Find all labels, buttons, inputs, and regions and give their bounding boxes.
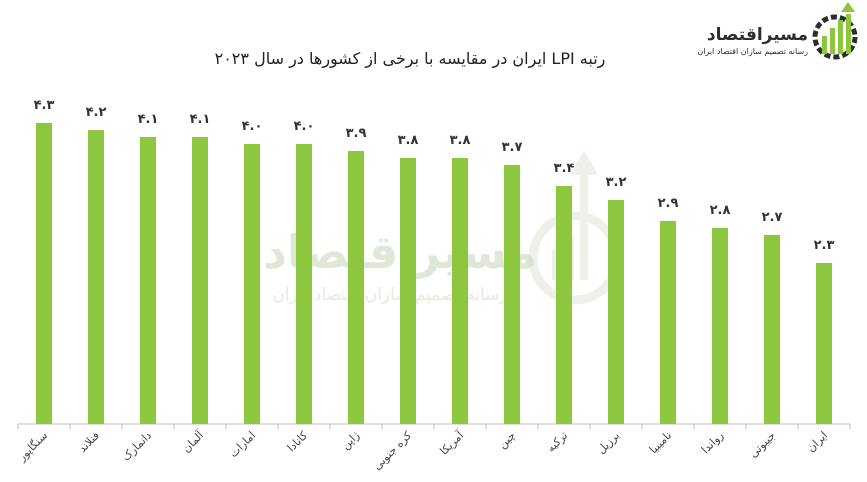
bar: [764, 235, 780, 424]
value-label: ۴.۰: [242, 119, 263, 134]
category-label: ژاپن: [339, 429, 362, 452]
category-label: امارات: [227, 429, 258, 460]
category-label: ترکیه: [544, 429, 570, 455]
value-label: ۳.۲: [606, 175, 627, 190]
bar: [88, 130, 104, 424]
bar: [296, 144, 312, 424]
category-label: فنلاند: [76, 429, 102, 455]
value-label: ۳.۸: [398, 133, 419, 148]
category-label: آلمان: [179, 428, 207, 456]
value-label: ۳.۷: [502, 140, 523, 155]
category-label: برزیل: [595, 429, 622, 456]
category-label: جیبوتی: [747, 429, 778, 460]
bar: [36, 123, 52, 424]
bar: [556, 186, 572, 424]
x-axis-ticks: [17, 424, 851, 429]
value-label: ۳.۹: [346, 126, 367, 141]
bar: [504, 165, 520, 424]
bar: [660, 221, 676, 424]
value-label: ۴.۳: [34, 98, 55, 113]
bar: [712, 228, 728, 424]
chart-title: رتبه LPI ایران در مقایسه با برخی از کشور…: [215, 49, 606, 69]
bar: [348, 151, 364, 424]
bar: [140, 137, 156, 424]
value-label: ۲.۹: [658, 196, 679, 211]
value-labels-group: ۴.۳ ۴.۲ ۴.۱ ۴.۱ ۴.۰ ۴.۰ ۳.۹ ۳.۸ ۳.۸ ۳.۷ ۳.۴ ۳.۲ ۲.۹ ۲…: [34, 98, 835, 253]
gear-chart-icon: [812, 2, 858, 60]
bar: [816, 263, 832, 424]
bar: [244, 144, 260, 424]
brand-logo: مسیراقتصاد رسانه تصمیم سازان اقتصاد ایرا…: [697, 2, 858, 60]
bar: [608, 200, 624, 424]
logo-name: مسیراقتصاد: [707, 25, 808, 45]
category-label: سنگاپور: [15, 429, 50, 464]
watermark-tagline: رسانه تصمیم سازان اقتصاد ایران: [272, 285, 507, 305]
value-label: ۲.۷: [762, 210, 783, 225]
value-label: ۲.۸: [710, 203, 731, 218]
bars-group: [36, 123, 832, 424]
category-label: چین: [496, 429, 518, 451]
value-label: ۴.۱: [190, 112, 211, 127]
value-label: ۴.۱: [138, 112, 159, 127]
category-label: کره جنوبی: [371, 428, 415, 472]
category-label: ایران: [804, 429, 830, 455]
value-label: ۴.۲: [86, 105, 107, 120]
category-label: کانادا: [285, 428, 311, 454]
category-label: آمریکا: [437, 428, 467, 458]
bar: [192, 137, 208, 424]
category-label: نامیبیا: [647, 429, 674, 456]
category-labels-group: سنگاپور فنلاند دانمارک آلمان امارات کانادا ژاپ…: [15, 428, 830, 473]
value-label: ۲.۳: [814, 238, 835, 253]
watermark-gear-icon: [528, 150, 622, 305]
value-label: ۴.۰: [294, 119, 315, 134]
value-label: ۳.۸: [450, 133, 471, 148]
bar: [452, 158, 468, 424]
logo-tagline: رسانه تصمیم سازان اقتصاد ایران: [697, 47, 808, 56]
bar: [400, 158, 416, 424]
value-label: ۳.۴: [554, 161, 575, 176]
category-label: رواندا: [699, 429, 726, 456]
category-label: دانمارک: [120, 429, 155, 464]
